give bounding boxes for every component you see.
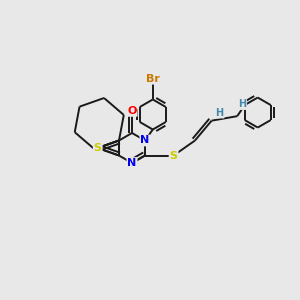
Text: H: H [238,99,246,109]
Text: H: H [215,108,224,118]
Text: S: S [94,143,102,153]
Text: N: N [128,158,136,168]
Text: N: N [140,136,150,146]
Text: O: O [127,106,137,116]
Text: S: S [169,151,178,160]
Text: Br: Br [146,74,160,84]
